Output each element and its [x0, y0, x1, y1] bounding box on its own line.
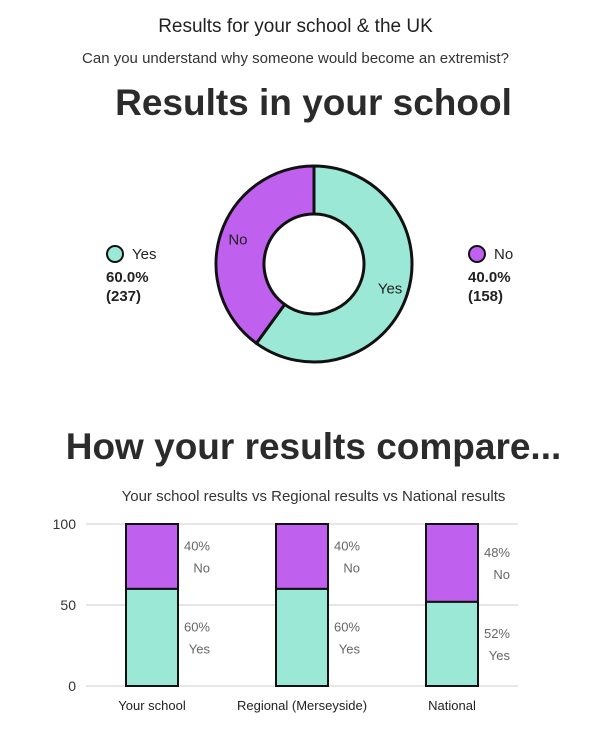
legend-no-percent: 40.0%	[468, 269, 511, 286]
legend-no-swatch-icon	[468, 245, 486, 263]
bar-segment-no	[275, 523, 329, 590]
page-title: Results for your school & the UK	[158, 16, 433, 37]
y-tick-label: 50	[60, 597, 76, 613]
bar-percent-label: 60%	[184, 619, 210, 634]
bar-percent-label: 60%	[334, 619, 360, 634]
bar-percent-label: 40%	[334, 538, 360, 553]
bar-percent-label: 48%	[484, 545, 510, 560]
legend-yes: Yes 60.0% (237)	[106, 245, 156, 305]
bar-series-label: Yes	[489, 648, 511, 663]
legend-no: No 40.0% (158)	[468, 245, 513, 305]
donut-slice-yes	[254, 164, 414, 364]
bar-series-label: Yes	[189, 641, 211, 656]
bar-percent-label: 40%	[184, 538, 210, 553]
bar-segment-no	[425, 523, 479, 603]
donut-slice-label: No	[228, 231, 247, 248]
legend-yes-percent: 60.0%	[106, 269, 149, 286]
bar-series-label: No	[193, 560, 210, 575]
bar-series-label: No	[493, 567, 510, 582]
bar-segment-yes	[275, 587, 329, 687]
bar-series-label: Yes	[339, 641, 361, 656]
compare-subtitle: Your school results vs Regional results …	[121, 488, 506, 505]
compare-heading: How your results compare...	[65, 426, 562, 467]
legend-no-label: No	[494, 245, 514, 263]
y-tick-label: 0	[68, 678, 76, 694]
donut-slice-no	[214, 164, 316, 346]
bar-segment-no	[125, 523, 179, 590]
legend-yes-swatch-icon	[106, 245, 124, 263]
bar-series-label: No	[343, 560, 360, 575]
survey-question: Can you understand why someone would bec…	[82, 50, 509, 67]
legend-yes-count: (237)	[106, 288, 142, 305]
comparison-bar-chart: 0 50 100 60% Yes 40% No Your school 60% Yes 40% No R…	[53, 516, 518, 713]
y-tick-label: 100	[53, 516, 77, 532]
donut-slice-label: Yes	[378, 281, 402, 298]
x-category-label: National	[428, 698, 476, 713]
x-category-label: Regional (Merseyside)	[237, 698, 367, 713]
school-donut-chart: Yes No	[214, 164, 414, 364]
school-results-heading: Results in your school	[115, 82, 512, 123]
x-category-label: Your school	[118, 698, 186, 713]
legend-yes-label: Yes	[132, 245, 157, 263]
bar-percent-label: 52%	[484, 626, 510, 641]
bar-segment-yes	[125, 587, 179, 687]
legend-no-count: (158)	[468, 288, 504, 305]
bar-segment-yes	[425, 600, 479, 687]
